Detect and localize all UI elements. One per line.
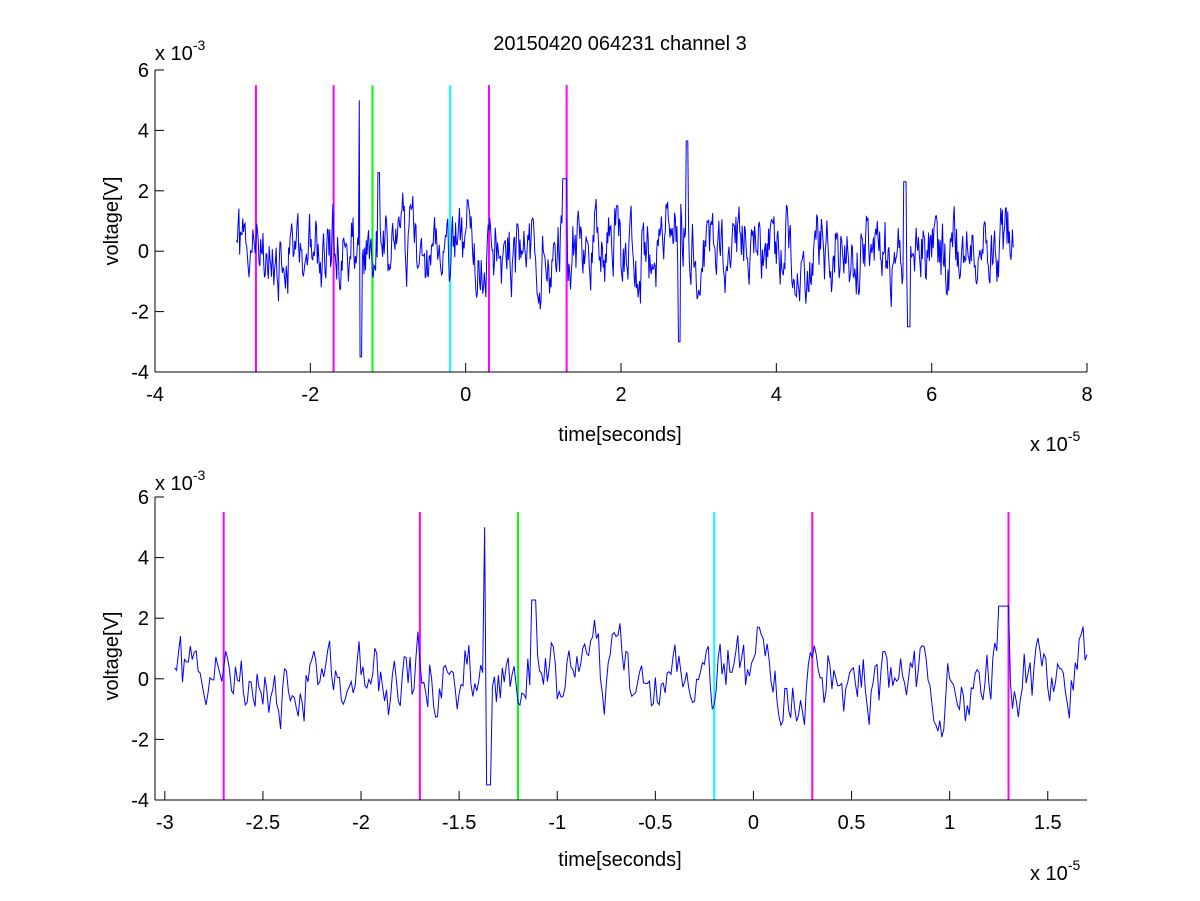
bottom-plot-y-tick-label: 2 — [138, 608, 149, 630]
bottom-plot-x-tick-label: 0 — [748, 812, 759, 834]
top-plot-x-tick-label: -2 — [301, 384, 319, 406]
top-plot-x-multiplier-exponent: -5 — [1068, 428, 1081, 444]
bottom-plot-x-tick-label: -3 — [156, 812, 174, 834]
bottom-plot-y-multiplier-exponent: -3 — [193, 467, 206, 483]
top-plot-ylabel: voltage[V] — [101, 177, 123, 266]
top-plot-x-multiplier-base: x 10 — [1030, 434, 1068, 456]
top-plot-y-tick-label: 2 — [138, 181, 149, 203]
top-plot-y-multiplier-exponent: -3 — [193, 37, 206, 53]
bottom-plot-x-tick-label: -0.5 — [638, 812, 672, 834]
top-plot-y-tick-label: 0 — [138, 241, 149, 263]
bottom-plot-xlabel: time[seconds] — [558, 849, 681, 871]
bottom-plot-y-multiplier-base: x 10 — [155, 473, 193, 495]
top-plot-x-tick-label: 2 — [615, 384, 626, 406]
bottom-plot-x-tick-label: -1 — [548, 812, 566, 834]
bottom-plot-y-tick-label: -2 — [131, 729, 149, 751]
top-plot-y-tick-label: -2 — [131, 302, 149, 324]
bottom-plot-x-tick-label: 0.5 — [838, 812, 866, 834]
top-plot-y-tick-label: -4 — [131, 362, 149, 384]
top-plot-x-tick-label: 4 — [771, 384, 782, 406]
bottom-plot-x-tick-label: 1.5 — [1034, 812, 1062, 834]
top-plot-x-tick-label: 6 — [926, 384, 937, 406]
top-plot-x-tick-label: -4 — [146, 384, 164, 406]
bottom-plot-ylabel: voltage[V] — [101, 612, 123, 701]
bottom-plot-y-tick-label: 4 — [138, 548, 149, 570]
bottom-plot-x-tick-label: -2 — [352, 812, 370, 834]
bottom-plot-y-tick-label: -4 — [131, 790, 149, 812]
top-plot-y-tick-label: 6 — [138, 60, 149, 82]
bottom-plot-y-tick-label: 0 — [138, 669, 149, 691]
top-plot-x-tick-label: 8 — [1081, 384, 1092, 406]
bottom-plot-x-multiplier-exponent: -5 — [1068, 857, 1081, 873]
bottom-plot-x-tick-label: -1.5 — [442, 812, 476, 834]
top-plot-y-tick-label: 4 — [138, 120, 149, 142]
bottom-plot-x-tick-label: 1 — [944, 812, 955, 834]
top-plot-x-tick-label: 0 — [460, 384, 471, 406]
bottom-plot-x-multiplier-base: x 10 — [1030, 863, 1068, 885]
top-plot-xlabel: time[seconds] — [558, 424, 681, 446]
bottom-plot-y-tick-label: 6 — [138, 487, 149, 509]
top-plot-y-multiplier-base: x 10 — [155, 43, 193, 65]
figure-title: 20150420 064231 channel 3 — [493, 33, 747, 55]
bottom-plot-x-tick-label: -2.5 — [246, 812, 280, 834]
